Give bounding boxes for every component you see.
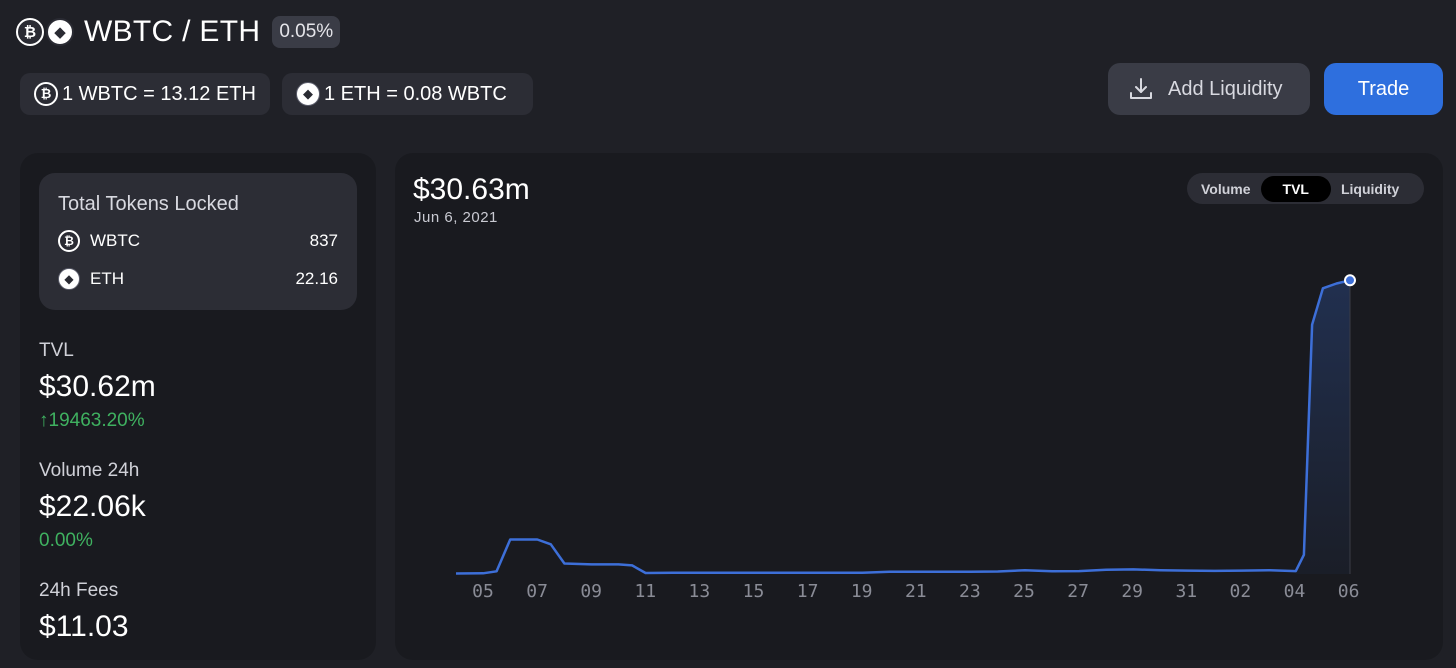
- x-tick-label: 15: [743, 581, 765, 602]
- toggle-tvl[interactable]: TVL: [1260, 175, 1331, 202]
- fees-label: 24h Fees: [39, 580, 119, 601]
- tvl-label: TVL: [39, 340, 74, 361]
- toggle-liquidity[interactable]: Liquidity: [1340, 180, 1400, 197]
- locked-token-symbol: ETH: [90, 269, 124, 288]
- x-tick-label: 04: [1284, 581, 1306, 602]
- x-tick-label: 11: [634, 581, 656, 602]
- locked-token-row: ₿ WBTC 837: [58, 230, 338, 252]
- rate-chip-eth[interactable]: ◆ 1 ETH = 0.08 WBTC: [281, 73, 533, 115]
- total-tokens-locked-title: Total Tokens Locked: [58, 193, 239, 215]
- volume-change: 0.00%: [39, 530, 93, 551]
- chart-hover-date: Jun 6, 2021: [414, 209, 498, 226]
- x-tick-label: 27: [1067, 581, 1089, 602]
- wbtc-logo-icon: ₿: [58, 230, 80, 252]
- x-tick-label: 05: [472, 581, 494, 602]
- tvl-change: ↑19463.20%: [39, 410, 156, 432]
- wbtc-logo-icon: ₿: [34, 82, 58, 106]
- volume-stat: Volume 24h $22.06k 0.00%: [39, 460, 146, 552]
- tvl-value: $30.62m: [39, 370, 156, 403]
- trade-label: Trade: [1357, 77, 1410, 100]
- eth-logo-icon: ◆: [58, 268, 80, 290]
- pool-title-row: ₿ ◆ WBTC / ETH 0.05%: [16, 14, 341, 50]
- pair-title: WBTC / ETH: [84, 15, 261, 48]
- x-tick-label: 23: [959, 581, 981, 602]
- toggle-volume[interactable]: Volume: [1201, 180, 1251, 197]
- chart-panel: $30.63m Jun 6, 2021 Volume TVL Liquidity…: [395, 153, 1443, 660]
- tvl-area-fill: [1295, 280, 1350, 574]
- tvl-series-line: [455, 279, 1351, 575]
- pool-stats-panel: Total Tokens Locked ₿ WBTC 837 ◆ ETH 22.…: [20, 153, 376, 660]
- trade-button[interactable]: Trade: [1324, 63, 1443, 115]
- locked-token-amount: 837: [309, 231, 338, 250]
- chart-hover-value: $30.63m: [413, 173, 530, 206]
- fees-value: $11.03: [39, 610, 129, 643]
- x-tick-label: 29: [1121, 581, 1143, 602]
- add-liquidity-button[interactable]: Add Liquidity: [1108, 63, 1310, 115]
- add-liquidity-label: Add Liquidity: [1168, 77, 1283, 100]
- arrow-up-icon: ↑: [39, 410, 49, 431]
- eth-logo-icon: ◆: [295, 82, 320, 106]
- x-tick-label: 07: [526, 581, 548, 602]
- tvl-chart[interactable]: 05 07 09 11 13 15 17 19 21 23 25 27 29 31 02 04 06: [395, 153, 1443, 660]
- x-tick-label: 19: [851, 581, 873, 602]
- x-tick-label: 13: [689, 581, 711, 602]
- x-tick-label: 21: [905, 581, 927, 602]
- locked-token-row: ◆ ETH 22.16: [58, 268, 338, 290]
- x-tick-label: 31: [1175, 581, 1197, 602]
- tvl-stat: TVL $30.62m ↑19463.20%: [39, 340, 156, 432]
- download-icon: [1130, 78, 1152, 99]
- locked-token-symbol: WBTC: [90, 231, 141, 250]
- tvl-change-value: 19463.20%: [48, 410, 145, 431]
- fees-stat: 24h Fees $11.03: [39, 580, 129, 644]
- x-tick-label: 02: [1230, 581, 1252, 602]
- eth-logo-icon: ◆: [46, 18, 74, 46]
- volume-label: Volume 24h: [39, 460, 140, 481]
- x-tick-label: 25: [1013, 581, 1035, 602]
- chart-type-toggle: Volume TVL Liquidity: [1187, 173, 1424, 204]
- wbtc-logo-icon: ₿: [16, 18, 44, 46]
- total-tokens-locked-card: Total Tokens Locked ₿ WBTC 837 ◆ ETH 22.…: [39, 173, 357, 310]
- locked-token-amount: 22.16: [295, 269, 338, 288]
- fee-tier-badge: 0.05%: [272, 16, 341, 48]
- x-tick-label: 06: [1338, 581, 1360, 602]
- selected-point: [1344, 274, 1356, 287]
- x-tick-label: 09: [580, 581, 602, 602]
- volume-value: $22.06k: [39, 490, 146, 523]
- rate-label: 1 WBTC = 13.12 ETH: [62, 82, 256, 105]
- rate-chip-wbtc[interactable]: ₿ 1 WBTC = 13.12 ETH: [20, 73, 270, 115]
- x-tick-label: 17: [797, 581, 819, 602]
- pair-logos: ₿ ◆: [16, 18, 74, 46]
- rate-label: 1 ETH = 0.08 WBTC: [323, 82, 507, 105]
- exchange-rates: ₿ 1 WBTC = 13.12 ETH ◆ 1 ETH = 0.08 WBTC: [20, 73, 533, 115]
